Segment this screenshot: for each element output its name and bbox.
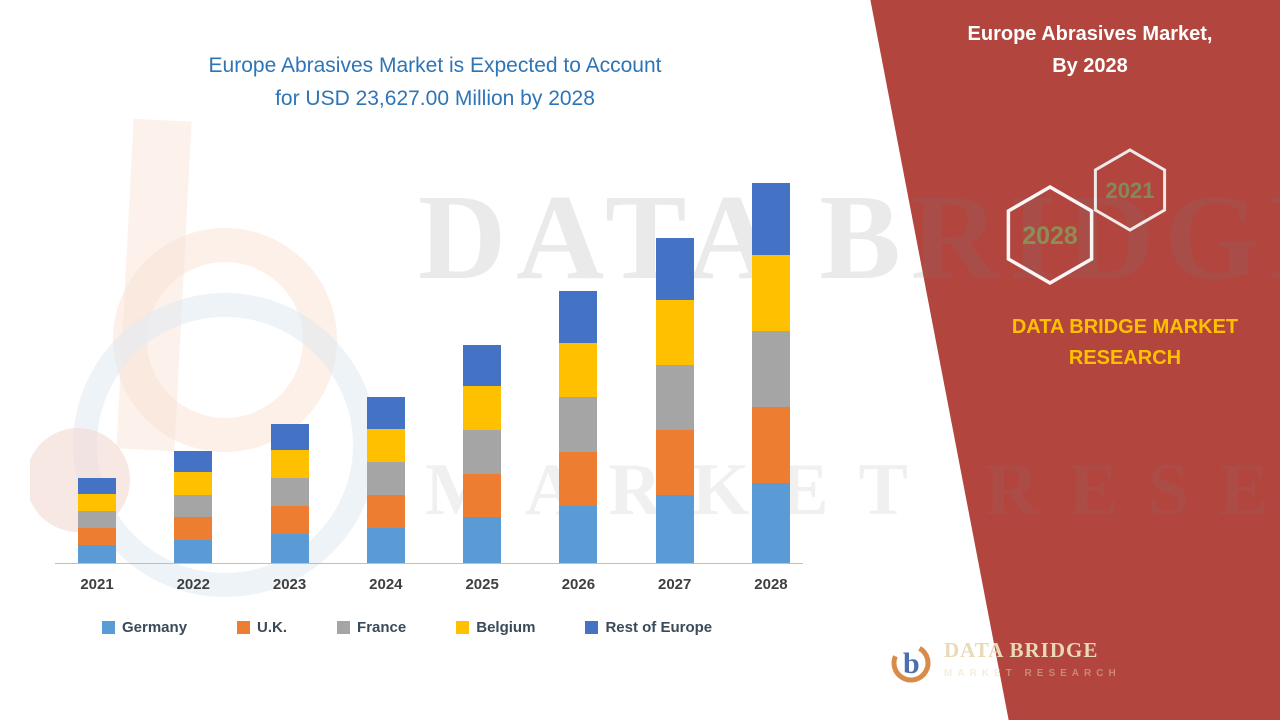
brand-text-line2: RESEARCH	[1068, 347, 1182, 369]
x-axis-label-2025: 2025	[465, 576, 499, 593]
footer-logo: b DATA BRIDGE MARKET RESEARCH	[888, 638, 1121, 684]
bar-segment-france	[655, 364, 694, 430]
legend-label: Rest of Europe	[605, 619, 713, 636]
legend-label: Germany	[122, 619, 188, 636]
bar-segment-germany	[270, 533, 309, 563]
bar-segment-u-k-	[751, 407, 790, 484]
bar-chart-plot-area	[78, 183, 790, 563]
bar-segment-u-k-	[270, 506, 309, 534]
legend-label: France	[357, 619, 407, 636]
legend-item-belgium: Belgium	[456, 619, 535, 636]
x-axis-label-2026: 2026	[561, 576, 596, 593]
bar-2024	[366, 397, 405, 563]
bar-segment-belgium	[270, 450, 309, 479]
legend-swatch	[585, 621, 599, 634]
chart-title-line2: for USD 23,627.00 Million by 2028	[275, 86, 595, 110]
bar-segment-france	[270, 478, 309, 507]
bar-segment-rest-of-europe	[559, 291, 598, 343]
bar-2028	[751, 183, 790, 563]
panel-title: Europe Abrasives Market, By 2028	[935, 18, 1245, 82]
bar-segment-u-k-	[174, 517, 213, 540]
bar-segment-rest-of-europe	[655, 238, 694, 300]
bar-segment-u-k-	[78, 528, 116, 546]
footer-brand-name: DATA BRIDGE	[944, 638, 1099, 662]
bar-2021	[78, 478, 116, 563]
bar-segment-france	[751, 331, 790, 408]
bar-segment-belgium	[78, 494, 116, 512]
legend-item-germany: Germany	[102, 619, 187, 636]
x-axis-label-2028: 2028	[754, 576, 788, 593]
svg-text:b: b	[903, 647, 920, 680]
x-axis-label-2022: 2022	[176, 576, 210, 593]
bar-segment-belgium	[559, 342, 598, 398]
bar-segment-germany	[366, 528, 405, 563]
hexagon-2021-label: 2021	[1106, 178, 1155, 203]
x-axis-label-2023: 2023	[272, 576, 307, 593]
bar-segment-france	[78, 511, 116, 529]
bar-segment-belgium	[174, 472, 213, 495]
bar-segment-france	[559, 397, 598, 452]
databridge-logo-icon: b	[891, 643, 931, 683]
bar-2022	[174, 451, 213, 563]
chart-legend: Germany U.K. France Belgium Rest of Europe	[102, 619, 712, 636]
legend-item-rest-of-europe: Rest of Europe	[585, 619, 712, 636]
footer-brand-sub: MARKET RESEARCH	[944, 668, 1121, 679]
bar-2026	[559, 291, 598, 563]
hexagon-2021	[1093, 148, 1167, 232]
bar-segment-rest-of-europe	[463, 345, 502, 387]
bar-segment-u-k-	[655, 429, 694, 495]
hexagon-2028-label: 2028	[1022, 222, 1078, 250]
legend-swatch	[337, 621, 351, 634]
bar-segment-france	[463, 430, 502, 474]
bar-segment-rest-of-europe	[751, 183, 790, 256]
bar-segment-germany	[559, 505, 598, 563]
bar-segment-france	[366, 461, 405, 495]
brand-text-line1: DATA BRIDGE MARKET	[1011, 316, 1239, 338]
year-hexagons: 2028 2021	[1006, 148, 1167, 286]
bar-segment-germany	[751, 483, 790, 563]
legend-swatch	[456, 621, 470, 634]
hexagon-2028	[1006, 184, 1094, 286]
panel-title-line2: By 2028	[1052, 55, 1128, 77]
panel-title-line1: Europe Abrasives Market,	[967, 23, 1213, 45]
bar-segment-rest-of-europe	[174, 451, 213, 473]
legend-item-france: France	[337, 619, 406, 636]
legend-label: Belgium	[476, 619, 536, 636]
legend-label: U.K.	[257, 619, 288, 636]
bar-segment-belgium	[751, 255, 790, 332]
bar-segment-belgium	[366, 428, 405, 462]
bar-segment-belgium	[655, 299, 694, 365]
chart-title: Europe Abrasives Market is Expected to A…	[88, 50, 782, 115]
bar-segment-france	[174, 494, 213, 518]
bar-segment-germany	[463, 517, 502, 563]
x-axis-label-2024: 2024	[369, 576, 403, 593]
bar-segment-rest-of-europe	[78, 478, 116, 495]
bar-segment-u-k-	[559, 451, 598, 506]
bar-2023	[270, 424, 309, 563]
bar-segment-germany	[78, 545, 116, 563]
brand-text: DATA BRIDGE MARKET RESEARCH	[1000, 312, 1250, 374]
bar-segment-rest-of-europe	[270, 424, 309, 451]
x-axis-line	[55, 563, 803, 564]
x-axis-label-2021: 2021	[80, 576, 114, 593]
legend-swatch	[237, 621, 251, 634]
legend-item-u-k-: U.K.	[237, 619, 287, 636]
bar-2025	[463, 345, 502, 563]
bar-segment-belgium	[463, 386, 502, 431]
bar-segment-u-k-	[366, 494, 405, 529]
chart-title-line1: Europe Abrasives Market is Expected to A…	[208, 54, 662, 77]
bar-2027	[655, 238, 694, 563]
x-axis-label-2027: 2027	[658, 576, 692, 593]
bar-segment-germany	[655, 494, 694, 563]
footer-text-block: DATA BRIDGE MARKET RESEARCH	[944, 638, 1121, 679]
bar-segment-germany	[174, 539, 213, 563]
x-axis-labels: 2021 2022 2023 2024 2025 2026 2027 2028	[78, 576, 790, 593]
bar-segment-rest-of-europe	[366, 397, 405, 429]
legend-swatch	[102, 621, 115, 634]
bar-segment-u-k-	[463, 473, 502, 518]
